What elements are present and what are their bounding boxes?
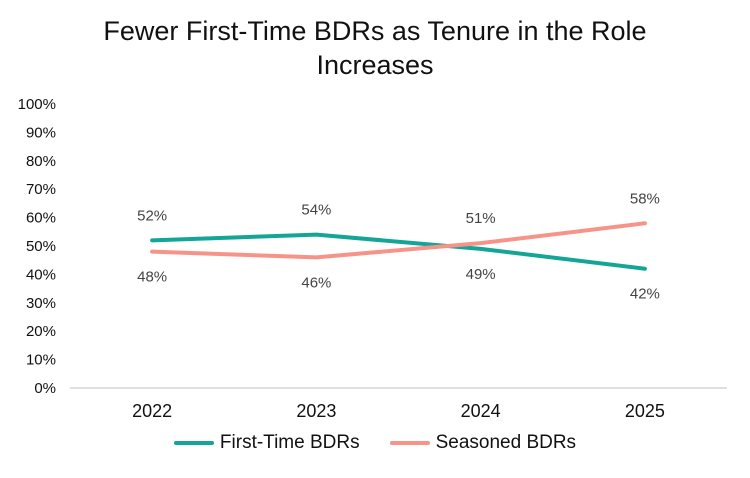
data-label: 52% [137, 207, 167, 224]
y-tick-label: 100% [18, 96, 56, 113]
x-tick-label: 2022 [132, 401, 172, 421]
x-tick-label: 2023 [296, 401, 336, 421]
y-tick-label: 80% [26, 153, 56, 170]
series-lines [150, 221, 647, 271]
x-tick-label: 2025 [625, 401, 665, 421]
data-label: 46% [301, 274, 331, 291]
y-tick-label: 40% [26, 266, 56, 283]
y-tick-label: 90% [26, 124, 56, 141]
data-label: 48% [137, 269, 167, 286]
legend-item-first-time[interactable]: First-Time BDRs [173, 432, 360, 454]
legend-swatch-seasoned [389, 441, 430, 445]
y-tick-label: 0% [34, 380, 56, 397]
legend-swatch-first-time [173, 441, 214, 445]
data-label: 49% [466, 266, 496, 283]
y-tick-label: 20% [26, 323, 56, 340]
y-tick-label: 60% [26, 210, 56, 227]
y-tick-label: 70% [26, 181, 56, 198]
x-tick-label: 2024 [461, 401, 501, 421]
x-axis: 2022 2023 2024 2025 [132, 401, 665, 421]
legend-label-seasoned: Seasoned BDRs [435, 432, 577, 453]
data-label: 42% [630, 286, 660, 303]
legend-label-first-time: First-Time BDRs [219, 432, 360, 453]
legend: First-Time BDRs Seasoned BDRs [0, 432, 750, 454]
y-tick-label: 50% [26, 238, 56, 255]
y-axis: 0% 10% 20% 30% 40% 50% 60% 70% 80% 90% 100% [18, 96, 56, 397]
y-tick-label: 10% [26, 352, 56, 369]
data-label: 51% [466, 210, 496, 227]
legend-item-seasoned[interactable]: Seasoned BDRs [389, 432, 577, 454]
series-line-seasoned [150, 221, 647, 260]
series-line-first-time [150, 232, 647, 271]
data-labels: 52% 48% 54% 46% 49% 51% 42% 58% [137, 190, 660, 302]
chart-title: Fewer First-Time BDRs as Tenure in the R… [103, 16, 647, 80]
data-label: 58% [630, 190, 660, 207]
data-label: 54% [301, 202, 331, 219]
y-tick-label: 30% [26, 295, 56, 312]
